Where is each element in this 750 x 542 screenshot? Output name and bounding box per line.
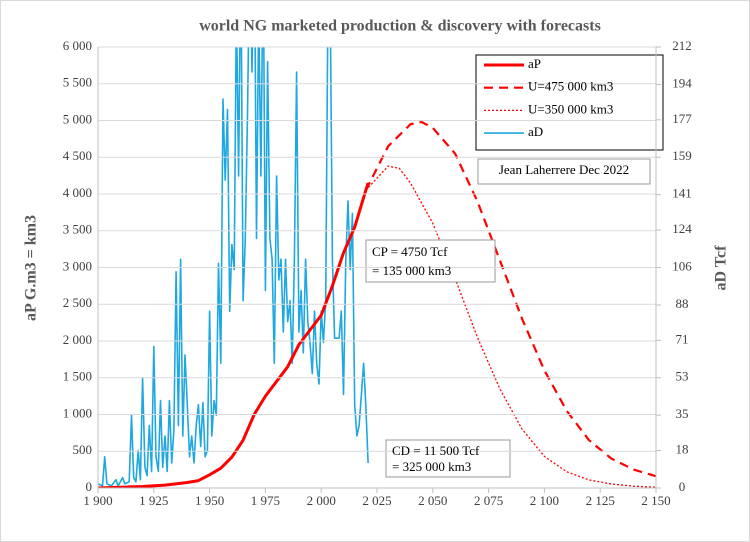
y2-tick-label: 0 [679, 479, 686, 494]
x-tick-label: 1 975 [251, 493, 280, 508]
y-tick-label: 5 500 [63, 75, 92, 90]
x-tick-label: 2 100 [530, 493, 559, 508]
x-tick-label: 2 050 [418, 493, 447, 508]
chart-title: world NG marketed production & discovery… [199, 18, 601, 35]
x-tick-label: 1 950 [195, 493, 224, 508]
y-tick-label: 500 [73, 442, 93, 457]
y2-tick-label: 106 [672, 258, 692, 273]
annotation: CD = 11 500 Tcf [392, 443, 480, 458]
y-tick-label: 6 000 [63, 38, 92, 53]
y2-tick-label: 194 [672, 75, 692, 90]
y-tick-label: 0 [86, 479, 93, 494]
y2-tick-label: 159 [672, 148, 692, 163]
y-tick-label: 5 000 [63, 111, 92, 126]
x-tick-label: 1 925 [139, 493, 168, 508]
y-tick-label: 3 500 [63, 222, 92, 237]
y2-tick-label: 71 [676, 331, 689, 346]
y2-tick-label: 141 [672, 186, 692, 201]
annotation: Jean Laherrere Dec 2022 [499, 162, 629, 177]
annotation-box [365, 239, 496, 283]
x-tick-label: 2 025 [362, 493, 391, 508]
x-tick-label: 2 075 [474, 493, 503, 508]
x-tick-label: 2 150 [641, 493, 670, 508]
y-tick-label: 4 000 [63, 185, 92, 200]
y2-tick-label: 212 [672, 38, 692, 53]
y2-tick-label: 124 [672, 221, 692, 236]
legend-label: aD [528, 124, 543, 139]
legend-label: U=475 000 km3 [528, 79, 613, 94]
annotation: = 325 000 km3 [392, 459, 471, 474]
y2-tick-label: 18 [676, 442, 689, 457]
series-line [98, 182, 370, 488]
y-tick-label: 3 000 [63, 258, 92, 273]
legend-label: aP [528, 56, 541, 71]
y2-axis-title: aD Tcf [713, 245, 730, 291]
plot-area [98, 47, 656, 488]
y-tick-label: 4 500 [63, 148, 92, 163]
annotation: CP = 4750 Tcf [372, 244, 448, 259]
y-tick-label: 1 000 [63, 405, 92, 420]
legend-label: U=350 000 km3 [528, 101, 613, 116]
x-tick-label: 2 000 [307, 493, 336, 508]
y2-tick-label: 53 [676, 369, 689, 384]
x-tick-label: 2 125 [586, 493, 615, 508]
x-tick-label: 1 900 [83, 493, 112, 508]
y2-tick-label: 35 [676, 406, 689, 421]
y2-tick-label: 177 [672, 111, 692, 126]
annotation-box [385, 439, 511, 478]
annotation: = 135 000 km3 [372, 263, 451, 278]
y-axis-title: aP G.m3 = km3 [23, 215, 40, 321]
y2-tick-label: 88 [676, 296, 689, 311]
y-tick-label: 2 500 [63, 295, 92, 310]
y-tick-label: 2 000 [63, 332, 92, 347]
y-tick-label: 1 500 [63, 369, 92, 384]
annotation-box [477, 158, 651, 185]
series-line [98, 47, 369, 487]
legend-box [475, 54, 664, 151]
